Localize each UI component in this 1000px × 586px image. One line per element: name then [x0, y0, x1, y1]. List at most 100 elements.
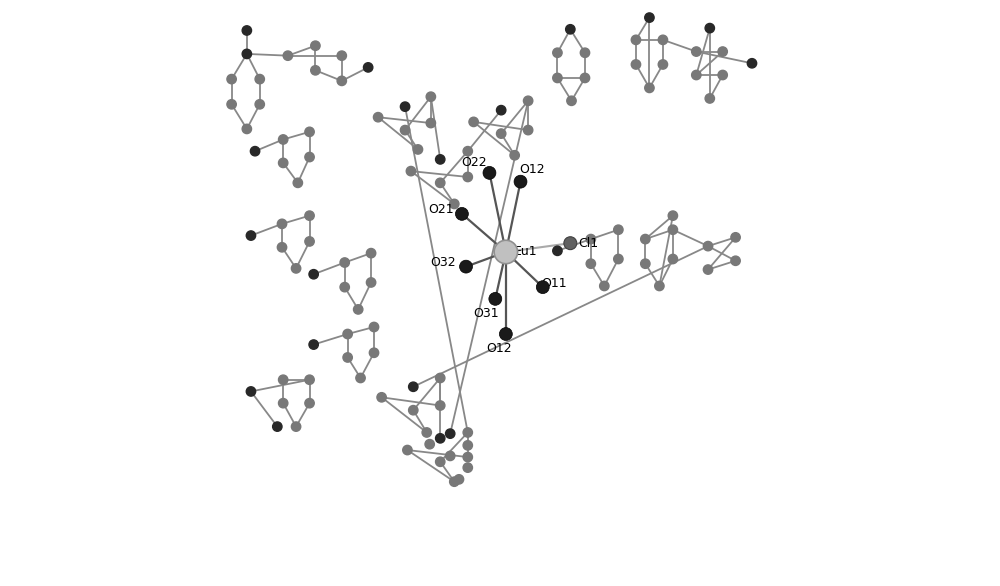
Circle shape — [692, 47, 701, 56]
Circle shape — [366, 248, 376, 258]
Circle shape — [463, 428, 472, 437]
Circle shape — [536, 281, 549, 294]
Circle shape — [731, 256, 740, 265]
Circle shape — [343, 353, 352, 362]
Circle shape — [366, 278, 376, 287]
Text: O22: O22 — [461, 156, 486, 169]
Circle shape — [523, 125, 533, 135]
Circle shape — [278, 135, 288, 144]
Circle shape — [309, 270, 318, 279]
Circle shape — [293, 178, 303, 188]
Circle shape — [460, 260, 472, 273]
Circle shape — [369, 322, 379, 332]
Circle shape — [655, 281, 664, 291]
Text: Eu1: Eu1 — [513, 246, 537, 258]
Circle shape — [553, 246, 562, 255]
Circle shape — [277, 243, 287, 252]
Circle shape — [705, 23, 714, 33]
Circle shape — [373, 113, 383, 122]
Circle shape — [446, 451, 455, 461]
Circle shape — [463, 441, 472, 450]
Circle shape — [406, 166, 416, 176]
Circle shape — [463, 172, 472, 182]
Circle shape — [469, 117, 478, 127]
Circle shape — [454, 475, 464, 484]
Circle shape — [242, 26, 252, 35]
Circle shape — [668, 254, 678, 264]
Circle shape — [369, 348, 379, 357]
Circle shape — [436, 434, 445, 443]
Circle shape — [600, 281, 609, 291]
Circle shape — [343, 329, 352, 339]
Circle shape — [337, 76, 346, 86]
Circle shape — [446, 429, 455, 438]
Circle shape — [426, 118, 436, 128]
Circle shape — [422, 428, 431, 437]
Circle shape — [273, 422, 282, 431]
Circle shape — [580, 73, 590, 83]
Circle shape — [337, 51, 346, 60]
Circle shape — [553, 73, 562, 83]
Circle shape — [227, 74, 236, 84]
Circle shape — [403, 445, 412, 455]
Circle shape — [340, 282, 349, 292]
Circle shape — [425, 440, 434, 449]
Text: O32: O32 — [430, 256, 456, 269]
Circle shape — [305, 127, 314, 137]
Circle shape — [309, 340, 318, 349]
Circle shape — [499, 328, 512, 340]
Circle shape — [400, 102, 410, 111]
Circle shape — [705, 94, 714, 103]
Circle shape — [242, 49, 252, 59]
Circle shape — [631, 60, 641, 69]
Circle shape — [311, 66, 320, 75]
Circle shape — [450, 477, 459, 486]
Circle shape — [450, 199, 459, 209]
Circle shape — [489, 292, 502, 305]
Circle shape — [566, 25, 575, 34]
Circle shape — [305, 398, 314, 408]
Circle shape — [747, 59, 757, 68]
Circle shape — [305, 375, 314, 384]
Circle shape — [567, 96, 576, 105]
Circle shape — [614, 254, 623, 264]
Circle shape — [553, 48, 562, 57]
Circle shape — [277, 219, 287, 229]
Circle shape — [463, 146, 472, 156]
Circle shape — [645, 13, 654, 22]
Circle shape — [718, 47, 727, 56]
Circle shape — [250, 146, 260, 156]
Circle shape — [731, 233, 740, 242]
Circle shape — [242, 124, 252, 134]
Circle shape — [283, 51, 293, 60]
Circle shape — [409, 406, 418, 415]
Circle shape — [377, 393, 386, 402]
Circle shape — [413, 145, 423, 154]
Circle shape — [510, 151, 519, 160]
Circle shape — [580, 48, 590, 57]
Circle shape — [246, 231, 256, 240]
Circle shape — [718, 70, 727, 80]
Text: O31: O31 — [474, 307, 499, 320]
Circle shape — [436, 178, 445, 188]
Text: O12: O12 — [519, 163, 545, 176]
Circle shape — [305, 237, 314, 246]
Circle shape — [494, 240, 518, 264]
Circle shape — [354, 305, 363, 314]
Circle shape — [463, 463, 472, 472]
Circle shape — [496, 129, 506, 138]
Circle shape — [400, 125, 410, 135]
Text: O12: O12 — [486, 342, 512, 355]
Circle shape — [586, 259, 596, 268]
Circle shape — [305, 211, 314, 220]
Circle shape — [658, 35, 668, 45]
Text: O21: O21 — [429, 203, 454, 216]
Circle shape — [692, 70, 701, 80]
Circle shape — [631, 35, 641, 45]
Text: Cl1: Cl1 — [578, 237, 598, 250]
Circle shape — [291, 264, 301, 273]
Text: O11: O11 — [541, 277, 567, 289]
Circle shape — [436, 401, 445, 410]
Circle shape — [641, 234, 650, 244]
Circle shape — [291, 422, 301, 431]
